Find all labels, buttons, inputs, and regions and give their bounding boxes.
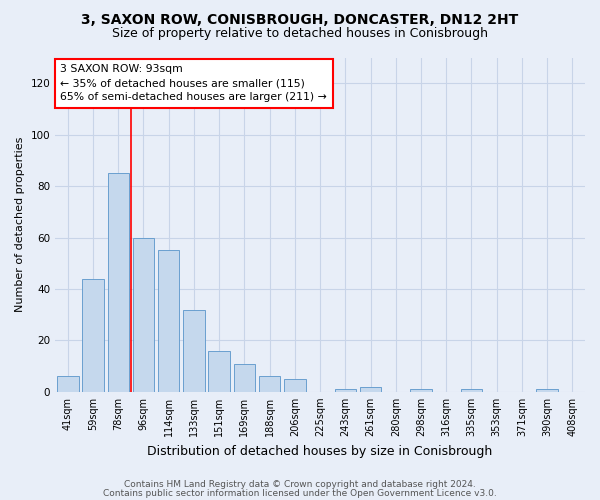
Bar bbox=[82, 278, 104, 392]
Text: Size of property relative to detached houses in Conisbrough: Size of property relative to detached ho… bbox=[112, 28, 488, 40]
Y-axis label: Number of detached properties: Number of detached properties bbox=[15, 137, 25, 312]
Bar bbox=[208, 350, 230, 392]
Bar bbox=[360, 386, 381, 392]
Text: 3 SAXON ROW: 93sqm
← 35% of detached houses are smaller (115)
65% of semi-detach: 3 SAXON ROW: 93sqm ← 35% of detached hou… bbox=[61, 64, 327, 102]
Bar bbox=[158, 250, 179, 392]
Bar bbox=[536, 389, 558, 392]
Bar bbox=[259, 376, 280, 392]
Text: 3, SAXON ROW, CONISBROUGH, DONCASTER, DN12 2HT: 3, SAXON ROW, CONISBROUGH, DONCASTER, DN… bbox=[82, 12, 518, 26]
Bar bbox=[335, 389, 356, 392]
Text: Contains public sector information licensed under the Open Government Licence v3: Contains public sector information licen… bbox=[103, 488, 497, 498]
Bar bbox=[410, 389, 432, 392]
Bar bbox=[107, 173, 129, 392]
Bar bbox=[461, 389, 482, 392]
Bar bbox=[183, 310, 205, 392]
Text: Contains HM Land Registry data © Crown copyright and database right 2024.: Contains HM Land Registry data © Crown c… bbox=[124, 480, 476, 489]
Bar bbox=[233, 364, 255, 392]
Bar bbox=[133, 238, 154, 392]
Bar bbox=[57, 376, 79, 392]
X-axis label: Distribution of detached houses by size in Conisbrough: Distribution of detached houses by size … bbox=[148, 444, 493, 458]
Bar bbox=[284, 379, 305, 392]
